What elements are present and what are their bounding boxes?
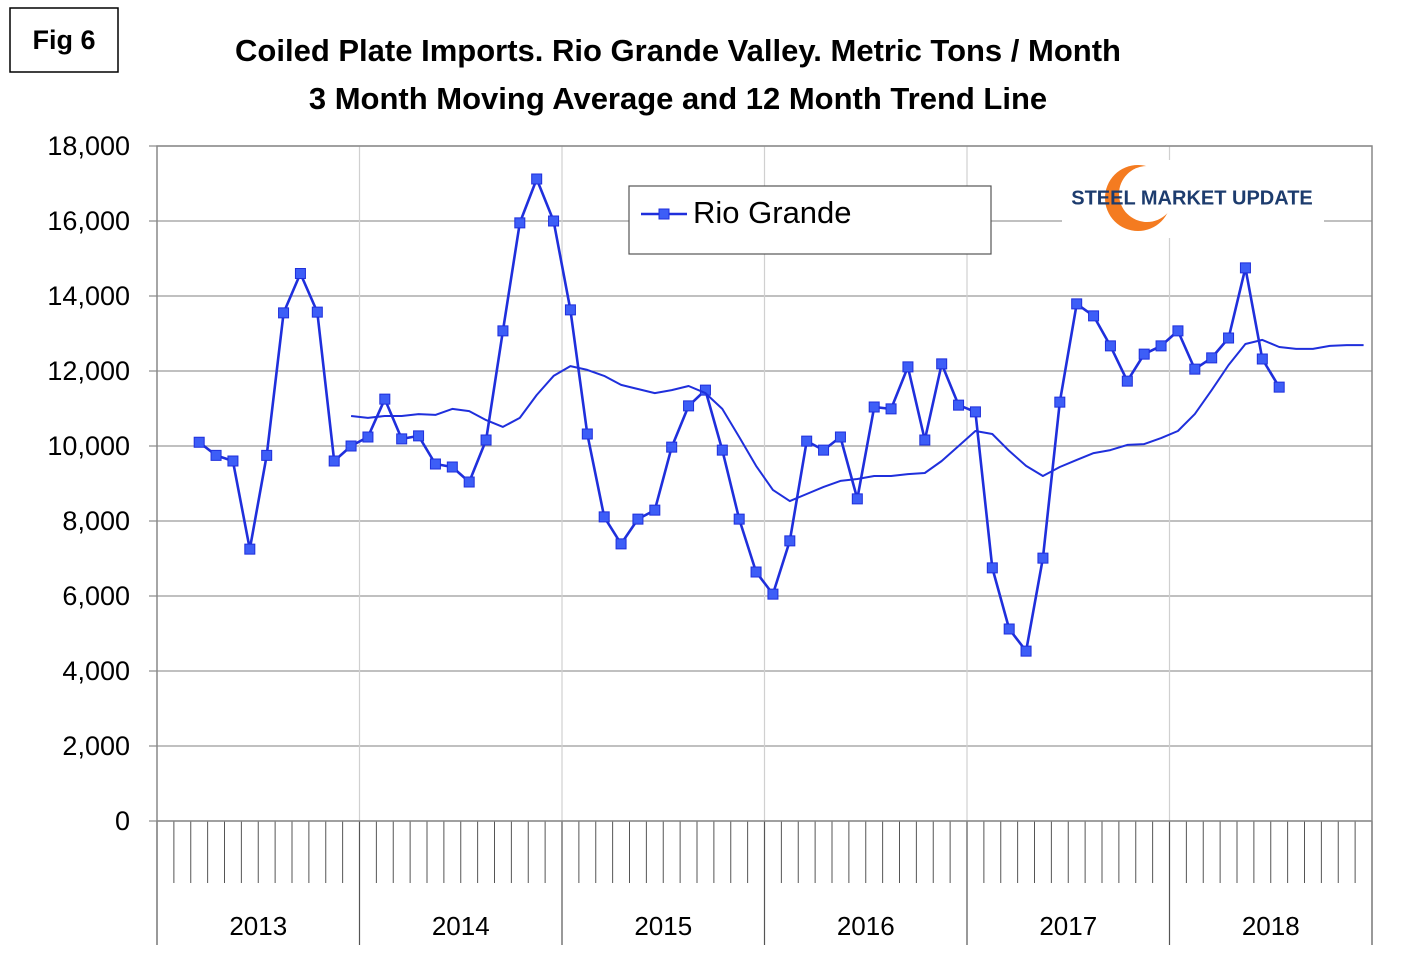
data-point: [1020, 645, 1032, 657]
data-point: [902, 361, 914, 373]
logo-circle-inner: [1119, 166, 1175, 222]
data-point: [666, 441, 678, 453]
data-point: [514, 217, 526, 229]
data-point: [649, 504, 661, 516]
data-point: [1088, 310, 1100, 322]
chart-subtitle: 3 Month Moving Average and 12 Month Tren…: [309, 81, 1047, 116]
data-point: [261, 449, 273, 461]
x-group-label: 2013: [229, 911, 287, 941]
data-point: [1223, 332, 1235, 344]
plot-area: 0 2,000 4,000 6,000 8,000 10,000 12,000 14,000 1…: [47, 131, 1373, 945]
data-point: [480, 434, 492, 446]
data-point: [362, 431, 374, 443]
legend-marker: [658, 208, 670, 220]
data-point: [818, 444, 830, 456]
data-point: [1206, 352, 1218, 364]
y-tick-label: 18,000: [47, 131, 130, 161]
chart-title: Coiled Plate Imports. Rio Grande Valley.…: [235, 33, 1121, 68]
data-point: [345, 440, 357, 452]
data-point: [1273, 381, 1285, 393]
data-point: [851, 493, 863, 505]
figure-label: Fig 6: [32, 25, 95, 55]
data-point: [1121, 375, 1133, 387]
data-point: [1071, 298, 1083, 310]
legend-box: [628, 185, 992, 255]
data-point: [801, 435, 813, 447]
x-group-label: 2015: [634, 911, 692, 941]
data-point: [1138, 348, 1150, 360]
data-point: [1155, 340, 1167, 352]
data-point: [210, 449, 222, 461]
data-point: [936, 358, 948, 370]
data-point: [1172, 325, 1184, 337]
data-point: [919, 434, 931, 446]
data-point: [497, 325, 509, 337]
data-point: [750, 566, 762, 578]
data-point: [581, 428, 593, 440]
data-point: [564, 304, 576, 316]
data-point: [1037, 552, 1049, 564]
data-point: [1189, 363, 1201, 375]
data-point: [278, 307, 290, 319]
y-tick-label: 12,000: [47, 356, 130, 386]
data-point: [294, 268, 306, 279]
data-point: [446, 461, 458, 473]
y-tick-label: 2,000: [62, 731, 130, 761]
data-point: [193, 436, 205, 448]
data-point: [767, 588, 779, 600]
data-point: [311, 306, 323, 318]
data-point: [244, 543, 256, 555]
data-point: [615, 538, 627, 550]
data-point: [413, 430, 425, 442]
data-point: [429, 458, 441, 470]
data-point: [885, 403, 897, 415]
data-point: [328, 455, 340, 467]
figure-label-box: [9, 7, 119, 73]
x-group-label: 2014: [432, 911, 490, 941]
data-point: [1054, 396, 1066, 408]
data-point: [683, 400, 695, 412]
data-point: [548, 215, 560, 227]
data-point: [733, 513, 745, 525]
x-group-label: 2016: [837, 911, 895, 941]
data-point: [716, 444, 728, 456]
data-point: [834, 431, 846, 443]
data-point: [1256, 353, 1268, 365]
data-point: [1104, 340, 1116, 352]
y-tick-label: 0: [115, 806, 130, 836]
y-tick-label: 8,000: [62, 506, 130, 536]
y-tick-label: 10,000: [47, 431, 130, 461]
data-point: [396, 433, 408, 445]
data-point: [463, 476, 475, 488]
data-point: [598, 511, 610, 523]
data-point: [868, 401, 880, 413]
legend-label: Rio Grande: [693, 195, 852, 230]
data-point: [379, 393, 391, 405]
y-tick-label: 6,000: [62, 581, 130, 611]
data-point: [531, 173, 543, 185]
series-line: [350, 338, 1364, 503]
y-tick-label: 4,000: [62, 656, 130, 686]
data-point: [986, 562, 998, 574]
x-group-label: 2018: [1242, 911, 1300, 941]
logo-text: STEEL MARKET UPDATE: [1071, 187, 1313, 209]
x-group-label: 2017: [1039, 911, 1097, 941]
data-point: [969, 406, 981, 418]
data-point: [632, 513, 644, 525]
data-point: [1239, 262, 1251, 274]
data-point: [227, 455, 239, 467]
plot-border: [156, 145, 1373, 822]
y-tick-label: 14,000: [47, 281, 130, 311]
data-point: [784, 535, 796, 547]
data-point: [953, 399, 965, 411]
y-tick-label: 16,000: [47, 206, 130, 236]
data-point: [1003, 623, 1015, 635]
